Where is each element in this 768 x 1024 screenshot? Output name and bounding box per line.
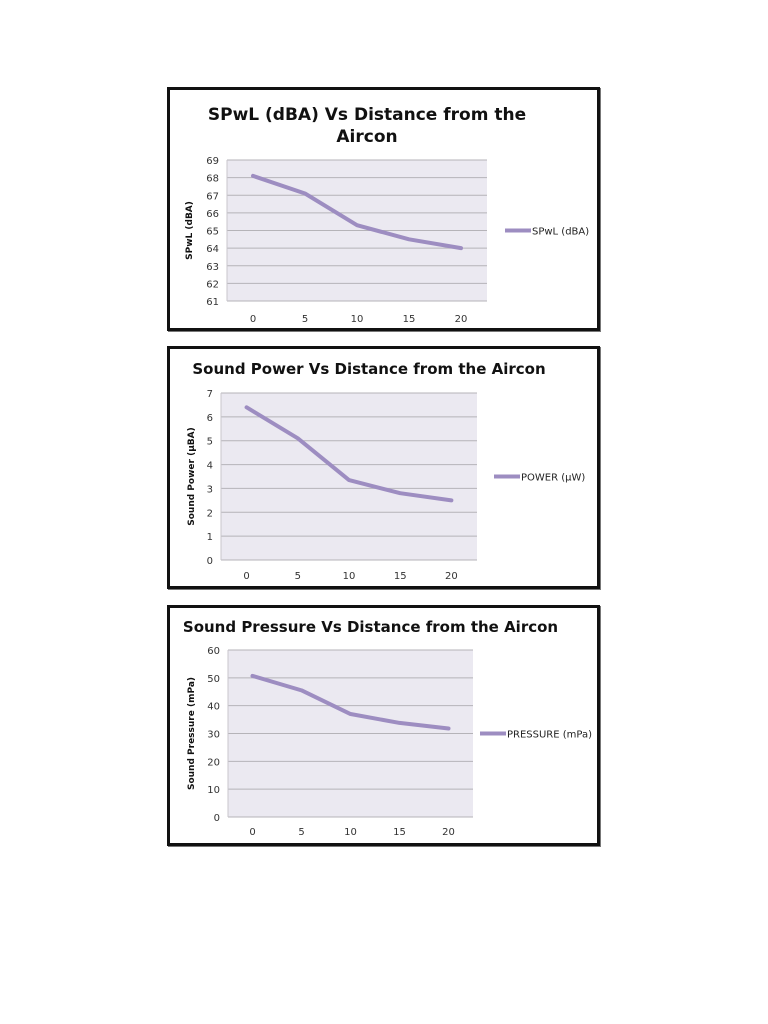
y-axis-label: Sound Pressure (mPa) <box>187 677 197 790</box>
y-tick-label: 2 <box>207 508 213 519</box>
series-line <box>250 673 451 731</box>
y-tick-label: 67 <box>206 191 219 202</box>
y-tick-label: 65 <box>206 227 219 238</box>
x-tick-label: 20 <box>442 827 455 838</box>
chart-title: Sound Pressure Vs Distance from the Airc… <box>183 618 558 636</box>
y-tick-label: 64 <box>206 244 219 255</box>
y-tick-label: 7 <box>207 389 213 400</box>
y-axis-label: SPwL (dBA) <box>185 201 195 260</box>
x-tick-label: 5 <box>295 571 301 582</box>
y-tick-label: 66 <box>206 209 219 220</box>
legend-label: POWER (µW) <box>521 473 585 484</box>
x-tick-label: 15 <box>394 571 407 582</box>
chart-title: SPwL (dBA) Vs Distance from the <box>208 105 526 125</box>
y-tick-label: 6 <box>207 413 213 424</box>
x-tick-label: 10 <box>344 827 357 838</box>
y-tick-label: 69 <box>206 156 219 167</box>
legend-label: SPwL (dBA) <box>532 227 589 238</box>
y-tick-label: 63 <box>206 262 219 273</box>
chart-title: Aircon <box>336 127 397 147</box>
y-tick-label: 4 <box>207 461 213 472</box>
y-tick-label: 0 <box>214 813 220 824</box>
y-tick-label: 40 <box>207 702 220 713</box>
y-axis-label: Sound Power (µBA) <box>187 427 197 526</box>
chart-sound-power: Sound Power Vs Distance from the Aircon 0… <box>167 346 600 589</box>
chart-sound-power-svg: Sound Power Vs Distance from the Aircon 0… <box>187 360 585 582</box>
chart-title: Sound Power Vs Distance from the Aircon <box>192 360 545 378</box>
legend-label: PRESSURE (mPa) <box>507 730 592 741</box>
series-line <box>244 405 454 503</box>
y-tick-label: 3 <box>207 484 213 495</box>
y-tick-label: 50 <box>207 674 220 685</box>
y-tick-label: 62 <box>206 279 219 290</box>
y-tick-label: 68 <box>206 174 219 185</box>
chart-sound-pressure: Sound Pressure Vs Distance from the Airc… <box>167 605 600 846</box>
y-tick-label: 30 <box>207 730 220 741</box>
series-line <box>251 173 463 251</box>
x-tick-label: 5 <box>302 314 308 325</box>
chart-sound-pressure-svg: Sound Pressure Vs Distance from the Airc… <box>183 618 592 838</box>
y-tick-label: 61 <box>206 297 219 308</box>
y-tick-label: 60 <box>207 646 220 657</box>
x-tick-label: 15 <box>403 314 416 325</box>
x-tick-label: 20 <box>445 571 458 582</box>
y-tick-label: 0 <box>207 556 213 567</box>
y-tick-label: 1 <box>207 532 213 543</box>
x-tick-label: 0 <box>249 827 255 838</box>
x-tick-label: 10 <box>343 571 356 582</box>
chart-spwl: SPwL (dBA) Vs Distance from the Aircon 61 6… <box>167 87 600 331</box>
x-tick-label: 0 <box>250 314 256 325</box>
x-tick-label: 10 <box>351 314 364 325</box>
y-tick-label: 10 <box>207 785 220 796</box>
plot-area <box>221 393 477 560</box>
y-tick-label: 5 <box>207 437 213 448</box>
x-tick-label: 15 <box>393 827 406 838</box>
x-tick-label: 5 <box>298 827 304 838</box>
x-tick-label: 0 <box>243 571 249 582</box>
y-tick-label: 20 <box>207 757 220 768</box>
x-tick-label: 20 <box>455 314 468 325</box>
